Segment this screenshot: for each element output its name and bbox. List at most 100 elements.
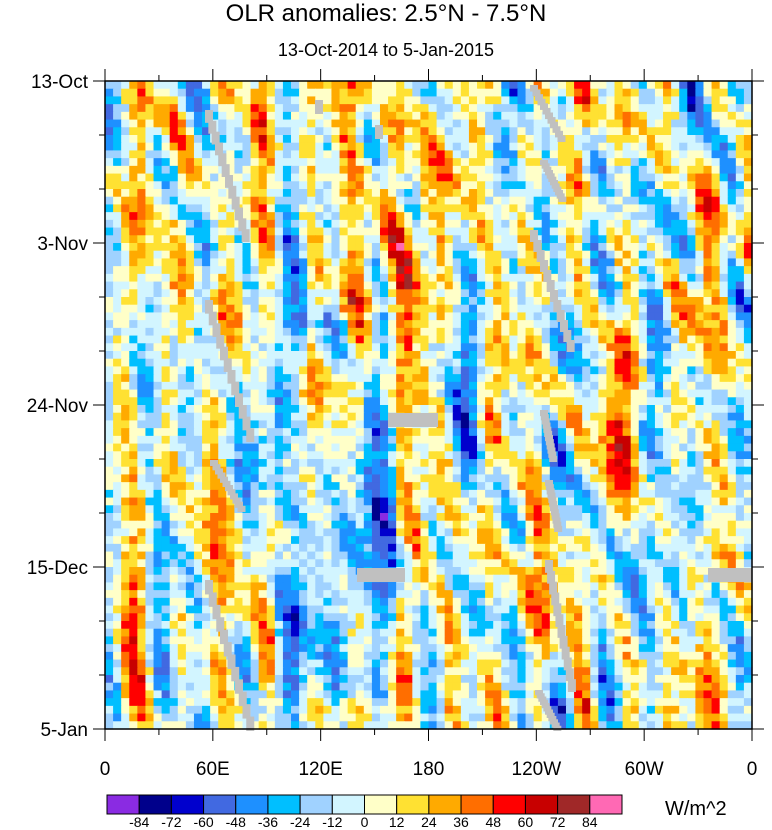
heatmap-cell — [485, 536, 494, 545]
heatmap-cell — [533, 273, 543, 283]
heatmap-cell — [654, 297, 664, 306]
heatmap-cell — [679, 320, 688, 329]
heatmap-cell — [307, 551, 316, 560]
heatmap-cell — [153, 243, 163, 252]
heatmap-cell — [695, 381, 705, 391]
heatmap-cell — [622, 204, 632, 213]
heatmap-cell — [388, 327, 397, 337]
heatmap-cell — [671, 196, 680, 206]
heatmap-cell — [363, 343, 373, 352]
heatmap-cell — [121, 528, 130, 537]
heatmap-cell — [113, 81, 122, 90]
heatmap-cell — [485, 358, 494, 368]
heatmap-cell — [485, 366, 494, 375]
heatmap-cell — [388, 312, 397, 321]
heatmap-cell — [307, 142, 316, 152]
heatmap-cell — [347, 513, 357, 522]
heatmap-cell — [250, 212, 260, 221]
heatmap-cell — [614, 81, 624, 90]
heatmap-cell — [460, 497, 470, 506]
heatmap-cell — [315, 297, 324, 306]
heatmap-cell — [282, 88, 292, 98]
heatmap-cell — [468, 343, 478, 352]
heatmap-cell — [525, 489, 535, 499]
heatmap-cell — [129, 474, 138, 483]
heatmap-cell — [452, 127, 462, 136]
heatmap-cell — [517, 551, 527, 560]
heatmap-cell — [549, 351, 559, 360]
heatmap-cell — [460, 266, 470, 275]
heatmap-cell — [323, 189, 333, 198]
heatmap-cell — [355, 366, 365, 375]
heatmap-cell — [695, 543, 705, 553]
heatmap-cell — [379, 381, 389, 391]
heatmap-cell — [396, 405, 405, 414]
heatmap-cell — [493, 420, 502, 429]
heatmap-cell — [460, 158, 470, 167]
heatmap-cell — [525, 343, 535, 352]
heatmap-cell — [331, 443, 341, 452]
heatmap-cell — [549, 266, 559, 275]
heatmap-cell — [371, 173, 381, 182]
heatmap-cell — [622, 258, 632, 267]
heatmap-cell — [307, 243, 316, 252]
heatmap-cell — [323, 297, 333, 306]
heatmap-cell — [671, 289, 680, 298]
heatmap-cell — [687, 173, 696, 182]
heatmap-cell — [711, 266, 721, 275]
heatmap-cell — [299, 505, 308, 514]
heatmap-cell — [630, 304, 640, 314]
heatmap-cell — [307, 297, 316, 306]
heatmap-cell — [646, 389, 656, 398]
heatmap-cell — [557, 150, 567, 159]
heatmap-cell — [485, 81, 494, 90]
heatmap-cell — [493, 405, 502, 414]
heatmap-cell — [266, 513, 276, 522]
heatmap-cell — [121, 443, 130, 452]
heatmap-cell — [234, 428, 244, 437]
heatmap-cell — [113, 428, 122, 437]
heatmap-cell — [638, 266, 648, 275]
heatmap-cell — [654, 443, 664, 452]
heatmap-cell — [145, 243, 155, 252]
heatmap-cell — [193, 420, 203, 429]
heatmap-cell — [501, 312, 510, 321]
heatmap-cell — [153, 227, 163, 236]
heatmap-cell — [590, 312, 599, 321]
heatmap-cell — [210, 358, 219, 368]
heatmap-cell — [549, 435, 559, 445]
heatmap-cell — [169, 150, 179, 159]
heatmap-cell — [460, 227, 470, 236]
heatmap-cell — [727, 297, 737, 306]
heatmap-cell — [153, 412, 163, 422]
heatmap-cell — [428, 212, 438, 221]
heatmap-cell — [468, 258, 478, 267]
heatmap-cell — [533, 343, 543, 352]
heatmap-cell — [129, 513, 138, 522]
heatmap-cell — [444, 281, 454, 290]
heatmap-cell — [299, 482, 308, 491]
heatmap-cell — [743, 374, 753, 383]
heatmap-cell — [525, 513, 535, 522]
heatmap-cell — [266, 482, 276, 491]
heatmap-cell — [218, 374, 227, 383]
heatmap-cell — [663, 405, 672, 414]
heatmap-cell — [452, 397, 462, 406]
heatmap-cell — [460, 273, 470, 283]
heatmap-cell — [622, 135, 632, 144]
heatmap-cell — [420, 258, 430, 267]
heatmap-cell — [315, 559, 324, 568]
heatmap-cell — [412, 405, 422, 414]
heatmap-cell — [703, 81, 713, 90]
heatmap-cell — [501, 381, 510, 391]
heatmap-cell — [339, 96, 349, 105]
heatmap-cell — [711, 127, 721, 136]
heatmap-cell — [274, 266, 284, 275]
heatmap-cell — [460, 451, 470, 460]
heatmap-cell — [719, 196, 729, 206]
heatmap-cell — [412, 397, 422, 406]
heatmap-cell — [299, 343, 308, 352]
heatmap-cell — [161, 243, 171, 252]
heatmap-cell — [339, 505, 349, 514]
heatmap-cell — [145, 451, 155, 460]
